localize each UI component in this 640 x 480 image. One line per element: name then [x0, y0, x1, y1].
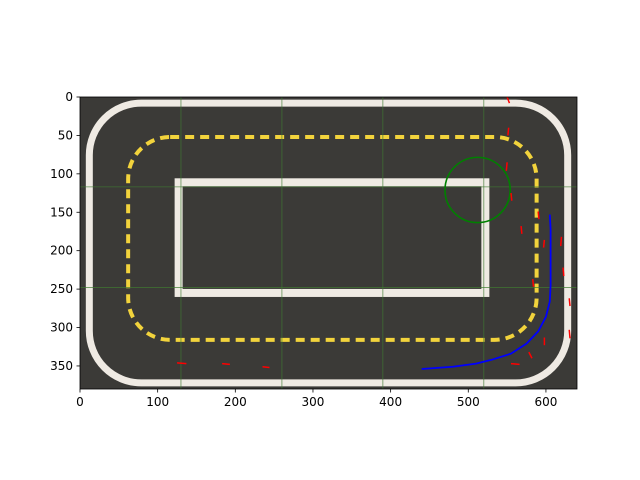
- x-tick-label: 300: [302, 395, 325, 409]
- marker-segment: [507, 127, 510, 136]
- y-tick-label: 50: [58, 128, 73, 142]
- marker-segment: [542, 239, 546, 248]
- x-tick-label: 600: [534, 395, 557, 409]
- y-tick-label: 200: [50, 244, 73, 258]
- axes: 0 100 200 300 400 500 600 0 50 100 150 200 250 300 350: [50, 90, 578, 409]
- track-image: [80, 97, 577, 389]
- overlay-data: [177, 97, 571, 370]
- y-tick-label: 100: [50, 167, 73, 181]
- y-tick-label: 150: [50, 205, 73, 219]
- path-line: [421, 214, 552, 370]
- marker-segment: [222, 362, 230, 366]
- y-tick-label: 350: [50, 359, 73, 373]
- y-tick-label: 300: [50, 321, 73, 335]
- y-tick-label: 0: [65, 90, 73, 104]
- outer-border-line: [85, 99, 572, 387]
- marker-segment: [531, 279, 535, 287]
- tile-seams: [80, 97, 577, 389]
- marker-segment: [506, 97, 511, 104]
- inner-border-line: [174, 178, 490, 297]
- marker-segment: [520, 226, 523, 234]
- marker-segment: [510, 362, 520, 366]
- x-tick-label: 0: [76, 395, 84, 409]
- marker-segment: [559, 236, 563, 247]
- marker-segment: [528, 351, 533, 359]
- x-tick-label: 400: [379, 395, 402, 409]
- y-tick-label: 250: [50, 282, 73, 296]
- marker-segment: [177, 362, 187, 365]
- marker-segment: [568, 329, 571, 339]
- marker-segment: [568, 298, 571, 307]
- marker-segment: [262, 365, 270, 369]
- plot-frame: [79, 96, 578, 390]
- marker-segment: [562, 267, 565, 277]
- center-line-dashed: [126, 134, 539, 342]
- marker-segment: [505, 162, 508, 171]
- x-tick-label: 200: [224, 395, 247, 409]
- x-tick-label: 100: [146, 395, 169, 409]
- target-circle: [444, 156, 512, 224]
- x-tick-label: 500: [457, 395, 480, 409]
- marker-segment: [510, 192, 513, 201]
- marker-segment: [537, 211, 540, 220]
